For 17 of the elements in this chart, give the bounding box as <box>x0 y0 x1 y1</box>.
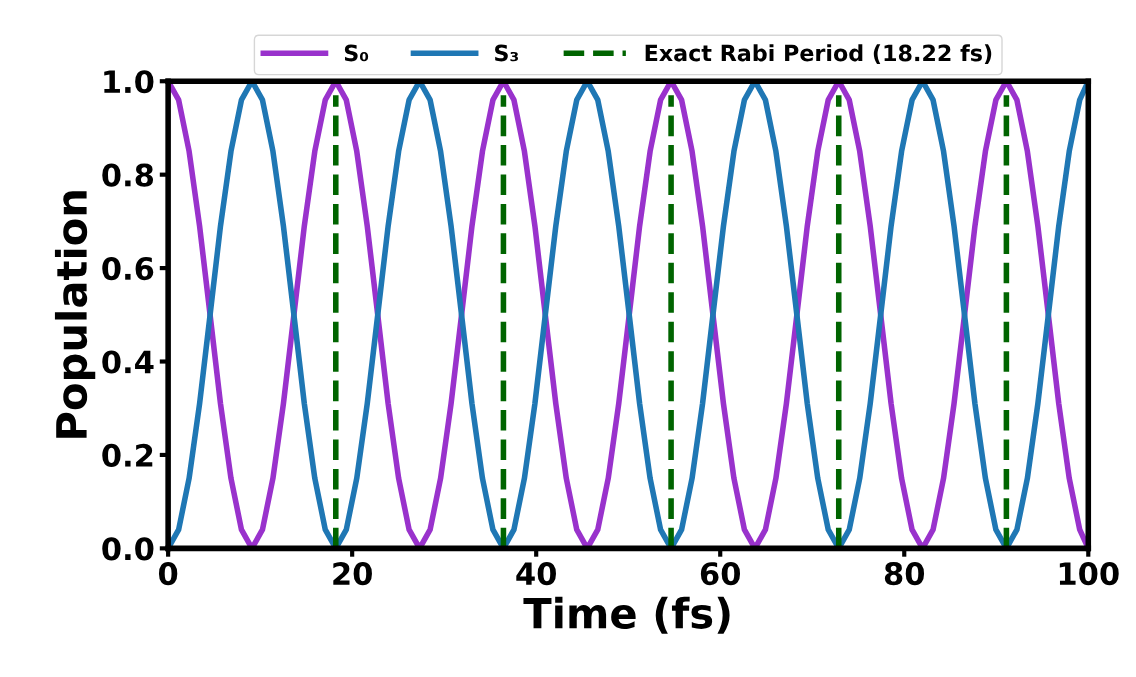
y-tick-label: 0.2 <box>102 443 153 467</box>
y-tick-label: 0.8 <box>102 163 154 187</box>
legend-label: Exact Rabi Period (18.22 fs) <box>645 44 992 64</box>
x-tick-label: 20 <box>333 562 372 586</box>
y-tick-label: 1.0 <box>104 70 154 94</box>
y-tick-label: 0.6 <box>102 257 154 281</box>
x-tick-label: 0 <box>158 562 178 586</box>
x-tick-label: 100 <box>1059 562 1119 586</box>
y-tick-label: 0.0 <box>102 537 154 561</box>
x-axis-title: Time (fs) <box>523 596 730 634</box>
x-tick-label: 60 <box>700 562 741 586</box>
legend-label: S₀ <box>344 44 369 62</box>
x-tick-label: 80 <box>884 562 925 586</box>
legend-label: S₃ <box>495 44 518 62</box>
y-tick-label: 0.4 <box>102 350 154 374</box>
x-tick-label: 40 <box>516 562 556 586</box>
y-axis-title: Population <box>54 191 96 438</box>
